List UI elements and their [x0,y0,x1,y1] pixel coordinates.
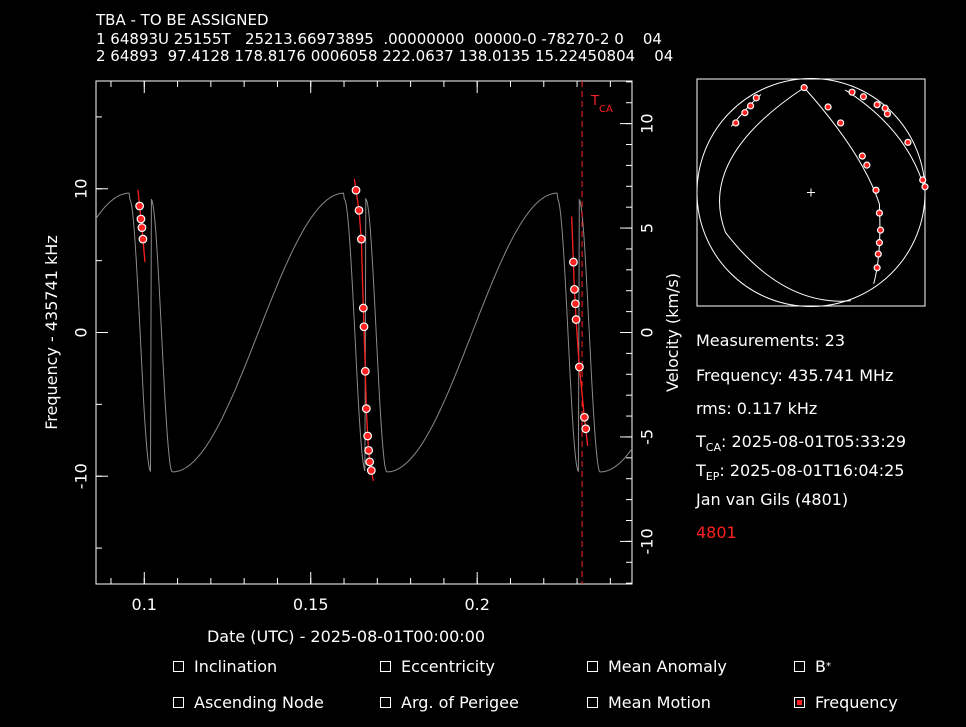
checkbox-box[interactable] [380,697,391,708]
data-point [137,223,147,232]
data-point [571,299,580,309]
checkbox-mean-motion[interactable]: Mean Motion [587,693,711,712]
data-point [351,185,361,195]
sky-point [732,119,740,127]
checkbox-ascending-node[interactable]: Ascending Node [173,693,324,712]
tle-line-1: 1 64893U 25155T 25213.66973895 .00000000… [96,30,662,48]
tle-line-2: 2 64893 97.4128 178.8176 0006058 222.063… [96,47,674,65]
sky-point [883,110,891,118]
x-tick-label: 0.2 [464,595,489,614]
checkbox-arg-perigee[interactable]: Arg. of Perigee [380,693,519,712]
y-tick-label: 10 [72,179,91,199]
data-point [360,366,370,376]
x-axis-label: Date (UTC) - 2025-08-01T00:00:00 [207,627,485,646]
sky-point [752,94,760,102]
model-curve [95,192,633,473]
y2-tick-label: 5 [638,223,657,233]
data-point [359,322,369,332]
sky-point [874,250,882,258]
checkbox-box[interactable] [794,661,805,672]
sky-point [741,109,749,117]
y2-tick-label: 0 [638,327,657,337]
sky-point [875,239,884,247]
y-axis-label: Frequency - 435741 kHz [42,235,61,429]
stat-frequency: Frequency: 435.741 MHz [696,366,894,385]
chart-layer: TCA 0.1 0.15 0.2 -10 0 10 -10 -5 0 5 10 Date (UTC) -… [42,80,682,646]
horizon-circle [696,78,926,307]
stat-measurements: Measurements: 23 [696,331,846,350]
sky-point [824,103,832,111]
data-point [574,362,584,372]
x-tick-label: 0.15 [293,595,329,614]
sky-point [873,101,881,109]
checkbox-inclination[interactable]: Inclination [173,657,277,676]
checkbox-box[interactable] [587,697,598,708]
stat-tca: TCA: 2025-08-01T05:33:29 [696,432,907,455]
stat-tep: TEP: 2025-08-01T16:04:25 [696,461,905,484]
sky-point [921,183,929,191]
y2-tick-label: 10 [638,113,657,133]
sky-point [848,88,856,96]
checkbox-eccentricity[interactable]: Eccentricity [380,657,495,676]
sky-point [800,84,808,92]
data-point [356,234,366,244]
x-tick-label: 0.1 [132,595,157,614]
stat-site: 4801 [696,523,737,542]
y2-tick-label: -10 [638,528,657,554]
data-point [579,412,589,422]
track-arc-1 [719,87,851,302]
sky-point [872,186,880,194]
stat-observer: Jan van Gils (4801) [696,490,849,509]
data-point [581,424,591,434]
y-tick-label: 0 [72,327,91,337]
checkbox-mean-anomaly[interactable]: Mean Anomaly [587,657,727,676]
tca-label: T [590,94,599,109]
data-point [366,466,376,475]
checkbox-box[interactable] [794,697,805,708]
checkbox-bstar[interactable]: B * [794,657,831,676]
data-point [571,315,581,324]
sky-point [881,104,889,112]
checkbox-box[interactable] [380,661,391,672]
data-point [361,404,371,414]
stat-rms: rms: 0.117 kHz [696,399,818,418]
checkbox-box[interactable] [587,661,598,672]
sky-point [919,176,927,184]
sky-point [904,138,912,146]
data-point [135,201,145,211]
data-point [569,257,578,267]
sky-point [746,102,755,110]
sky-point [863,161,871,169]
tle-title: TBA - TO BE ASSIGNED [96,11,269,29]
y2-tick-label: -5 [638,429,657,445]
sky-point [873,264,881,272]
data-point [365,457,375,467]
data-point [358,303,368,313]
checkbox-frequency[interactable]: Frequency [794,693,898,712]
data-point [136,214,146,224]
y2-axis-label: Velocity (km/s) [663,273,682,392]
data-point [363,431,373,441]
sky-point [859,93,868,101]
data-point [138,234,148,244]
y-tick-label: -10 [72,463,91,489]
data-point [364,445,374,455]
track-arc-2 [803,87,881,284]
sky-plot [696,78,929,307]
sky-point [876,226,885,234]
checkbox-box[interactable] [173,697,184,708]
sky-point [875,209,884,217]
data-point [570,284,579,294]
tca-label-sub: CA [599,104,613,115]
sky-point [837,119,845,127]
sky-point [858,152,866,160]
data-point [354,205,364,215]
checkbox-box[interactable] [173,661,184,672]
